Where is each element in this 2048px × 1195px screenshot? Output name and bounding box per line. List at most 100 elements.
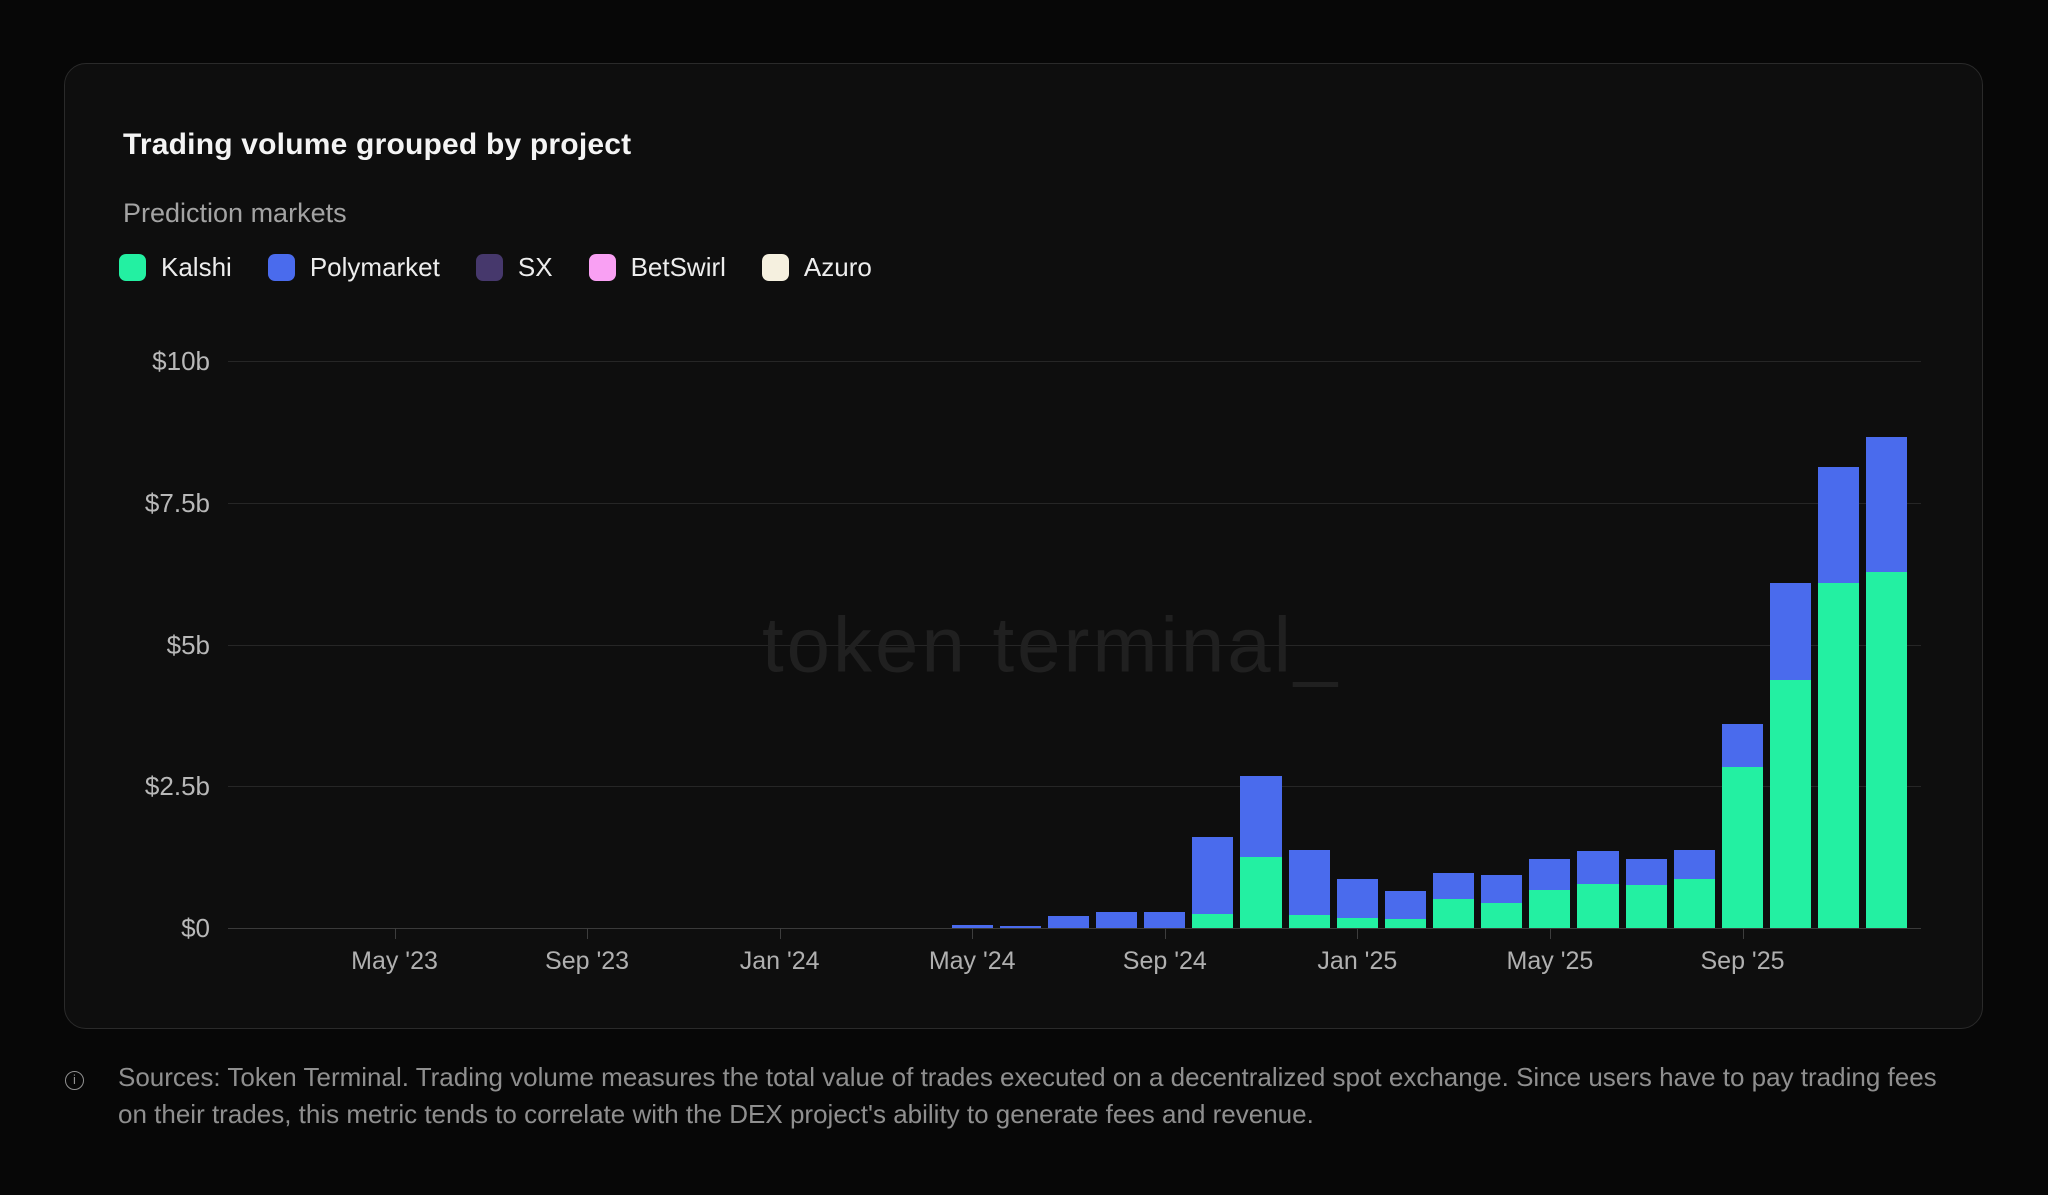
legend-swatch-sx [476, 254, 503, 281]
bar-segment-kalshi[interactable] [1818, 583, 1859, 928]
bar-segment-kalshi[interactable] [1240, 857, 1281, 928]
bar-segment-polymarket[interactable] [1144, 912, 1185, 928]
legend-label: Kalshi [161, 252, 232, 283]
bar-Jan--24[interactable] [756, 361, 804, 928]
y-axis-label: $2.5b [65, 771, 210, 801]
bar-Mar--23[interactable] [274, 361, 322, 928]
legend-item-sx[interactable]: SX [476, 252, 553, 283]
bar-segment-polymarket[interactable] [1529, 859, 1570, 890]
bar-Mar--25[interactable] [1430, 361, 1478, 928]
bar-segment-kalshi[interactable] [1722, 767, 1763, 928]
bar-segment-kalshi[interactable] [1385, 919, 1426, 928]
bar-segment-polymarket[interactable] [1481, 875, 1522, 903]
bar-Jun--23[interactable] [419, 361, 467, 928]
legend-label: BetSwirl [631, 252, 726, 283]
bar-segment-polymarket[interactable] [1626, 859, 1667, 885]
bar-Feb--23[interactable] [226, 361, 274, 928]
bar-segment-polymarket[interactable] [1337, 879, 1378, 918]
bar-segment-polymarket[interactable] [1770, 583, 1811, 679]
legend-swatch-polymarket [268, 254, 295, 281]
bar-segment-polymarket[interactable] [1000, 926, 1041, 928]
bar-segment-polymarket[interactable] [1818, 467, 1859, 583]
chart-plot: token terminal_ $0$2.5b$5b$7.5b$10bMay '… [226, 361, 1911, 928]
bar-Sep--23[interactable] [563, 361, 611, 928]
bar-segment-polymarket[interactable] [1866, 437, 1907, 572]
legend-item-azuro[interactable]: Azuro [762, 252, 872, 283]
bar-segment-polymarket[interactable] [1048, 916, 1089, 928]
legend-swatch-betswirl [589, 254, 616, 281]
x-axis-label: May '23 [351, 947, 438, 976]
bar-segment-polymarket[interactable] [1433, 873, 1474, 899]
bar-Apr--23[interactable] [322, 361, 370, 928]
bar-segment-kalshi[interactable] [1192, 914, 1233, 928]
legend-item-betswirl[interactable]: BetSwirl [589, 252, 726, 283]
bar-Nov--25[interactable] [1815, 361, 1863, 928]
bar-Sep--24[interactable] [1141, 361, 1189, 928]
x-axis-tick [1165, 928, 1166, 939]
bar-Aug--24[interactable] [1093, 361, 1141, 928]
bar-Jul--24[interactable] [1044, 361, 1092, 928]
bar-Dec--23[interactable] [707, 361, 755, 928]
bar-Dec--24[interactable] [1285, 361, 1333, 928]
bar-Mar--24[interactable] [852, 361, 900, 928]
bar-segment-polymarket[interactable] [1385, 891, 1426, 919]
x-axis-tick [972, 928, 973, 939]
bar-segment-polymarket[interactable] [1096, 912, 1137, 928]
bar-segment-kalshi[interactable] [1433, 899, 1474, 928]
legend-swatch-azuro [762, 254, 789, 281]
chart-subtitle: Prediction markets [123, 198, 347, 229]
x-axis-label: May '25 [1507, 947, 1594, 976]
bar-segment-polymarket[interactable] [1240, 776, 1281, 857]
y-axis-label: $0 [65, 913, 210, 943]
bar-Dec--25[interactable] [1863, 361, 1911, 928]
y-axis-label: $10b [65, 346, 210, 376]
bars-container [226, 361, 1911, 928]
bar-segment-kalshi[interactable] [1770, 680, 1811, 928]
bar-Jan--25[interactable] [1333, 361, 1381, 928]
bar-segment-polymarket[interactable] [1674, 850, 1715, 879]
bar-segment-kalshi[interactable] [1337, 918, 1378, 928]
bar-Nov--23[interactable] [659, 361, 707, 928]
legend-item-kalshi[interactable]: Kalshi [119, 252, 232, 283]
bar-segment-polymarket[interactable] [1192, 837, 1233, 914]
bar-segment-polymarket[interactable] [1722, 724, 1763, 767]
bar-Feb--25[interactable] [1381, 361, 1429, 928]
page: { "card": { "title": "Trading volume gro… [0, 0, 2048, 1195]
bar-May--25[interactable] [1526, 361, 1574, 928]
bar-segment-kalshi[interactable] [1481, 903, 1522, 928]
bar-segment-kalshi[interactable] [1289, 915, 1330, 928]
legend: Kalshi Polymarket SX BetSwirl Azuro [119, 252, 872, 283]
bar-segment-kalshi[interactable] [1529, 890, 1570, 928]
bar-Jul--25[interactable] [1622, 361, 1670, 928]
bar-Jun--25[interactable] [1574, 361, 1622, 928]
bar-May--24[interactable] [948, 361, 996, 928]
x-axis-tick [587, 928, 588, 939]
bar-May--23[interactable] [370, 361, 418, 928]
bar-Jun--24[interactable] [996, 361, 1044, 928]
bar-Oct--24[interactable] [1189, 361, 1237, 928]
x-axis-label: Jan '25 [1317, 947, 1397, 976]
bar-Sep--25[interactable] [1718, 361, 1766, 928]
bar-segment-polymarket[interactable] [1289, 850, 1330, 915]
bar-Aug--25[interactable] [1670, 361, 1718, 928]
bar-Oct--25[interactable] [1767, 361, 1815, 928]
bar-segment-kalshi[interactable] [1577, 884, 1618, 928]
bar-segment-kalshi[interactable] [1866, 572, 1907, 928]
bar-Aug--23[interactable] [515, 361, 563, 928]
bar-segment-polymarket[interactable] [1577, 851, 1618, 883]
x-axis-label: Sep '24 [1123, 947, 1207, 976]
bar-segment-kalshi[interactable] [1626, 885, 1667, 928]
legend-label: SX [518, 252, 553, 283]
footer-note: i Sources: Token Terminal. Trading volum… [55, 1059, 1975, 1133]
bar-segment-kalshi[interactable] [1674, 879, 1715, 928]
bar-Jul--23[interactable] [467, 361, 515, 928]
bar-Apr--25[interactable] [1478, 361, 1526, 928]
legend-item-polymarket[interactable]: Polymarket [268, 252, 440, 283]
bar-Oct--23[interactable] [611, 361, 659, 928]
y-axis-label: $7.5b [65, 488, 210, 518]
x-axis-tick [395, 928, 396, 939]
x-axis-label: May '24 [929, 947, 1016, 976]
bar-Nov--24[interactable] [1237, 361, 1285, 928]
bar-Apr--24[interactable] [900, 361, 948, 928]
bar-Feb--24[interactable] [804, 361, 852, 928]
